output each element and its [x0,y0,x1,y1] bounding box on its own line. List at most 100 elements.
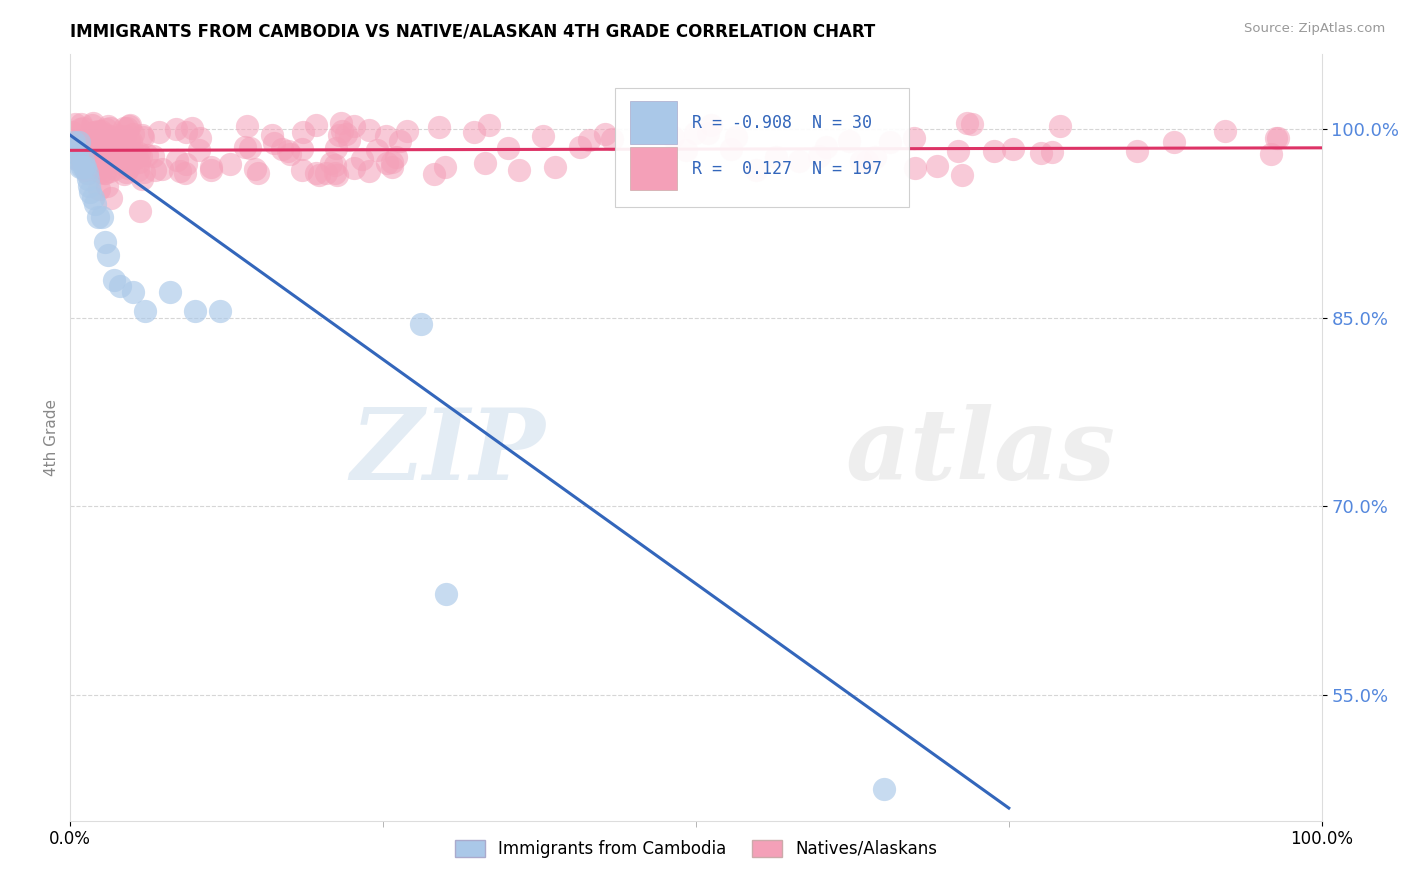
Point [321,156,343,170]
Point [1267,131,1289,145]
Point [1264,131,1286,145]
Text: R = -0.908  N = 30: R = -0.908 N = 30 [692,113,872,131]
Point [323,166,346,180]
Point [76,159,98,173]
Text: ZIP: ZIP [352,404,546,500]
Text: Source: ZipAtlas.com: Source: ZipAtlas.com [1244,22,1385,36]
Point [65,141,87,155]
Point [1049,120,1071,134]
Point [80,153,103,168]
Point [111,138,134,153]
Point [94,151,117,165]
Point [127,163,149,178]
Point [271,142,294,156]
Point [343,119,366,133]
Point [90,210,112,224]
Point [103,137,125,152]
Point [104,162,127,177]
Point [118,134,141,148]
Point [328,128,350,143]
Point [75,160,97,174]
Point [277,144,299,158]
Point [98,140,121,154]
Point [98,121,121,136]
Point [73,134,96,148]
Point [65,148,87,162]
Point [131,172,153,186]
Point [960,117,983,131]
Point [90,165,112,179]
Point [90,124,112,138]
Point [67,135,90,149]
Point [807,149,830,163]
Point [128,146,150,161]
Point [508,162,530,177]
Point [84,147,107,161]
Point [381,155,404,169]
Point [236,119,259,133]
Point [128,155,150,169]
Point [112,167,135,181]
Point [697,126,720,140]
Point [108,154,131,169]
Point [82,135,104,149]
Point [115,165,138,179]
Point [90,160,112,174]
Point [725,129,748,144]
Point [955,116,977,130]
Point [69,117,91,131]
Point [174,166,197,180]
Point [366,144,388,158]
Point [94,135,117,149]
Point [129,149,152,163]
Point [129,203,152,218]
Point [291,142,314,156]
Point [69,121,91,136]
Point [142,149,165,163]
Point [569,139,592,153]
Point [863,150,886,164]
Point [97,248,120,262]
Point [395,124,418,138]
Point [83,125,105,139]
Point [125,150,148,164]
Point [115,121,138,136]
Point [118,120,141,134]
Point [87,210,110,224]
Point [174,157,197,171]
Point [1213,124,1236,138]
Point [533,129,555,144]
Point [330,124,353,138]
Point [388,134,411,148]
Point [291,163,314,178]
Point [209,304,232,318]
Point [478,118,501,132]
Point [337,133,360,147]
Point [94,122,117,136]
Point [134,304,156,318]
Point [104,135,127,149]
Point [66,151,89,165]
Point [143,162,166,177]
Point [94,235,117,249]
Text: atlas: atlas [846,404,1116,500]
Point [120,118,142,132]
Point [80,118,103,132]
Point [200,160,222,174]
Point [305,166,328,180]
Point [148,125,170,139]
Point [463,124,485,138]
Point [91,136,114,151]
Point [93,166,115,180]
Point [100,191,122,205]
Point [174,124,197,138]
Point [381,161,404,175]
FancyBboxPatch shape [630,102,678,144]
Point [114,128,136,143]
Point [359,122,381,136]
Point [79,185,101,199]
Point [132,129,155,144]
Point [675,143,697,157]
Point [72,153,94,168]
Point [122,151,145,165]
